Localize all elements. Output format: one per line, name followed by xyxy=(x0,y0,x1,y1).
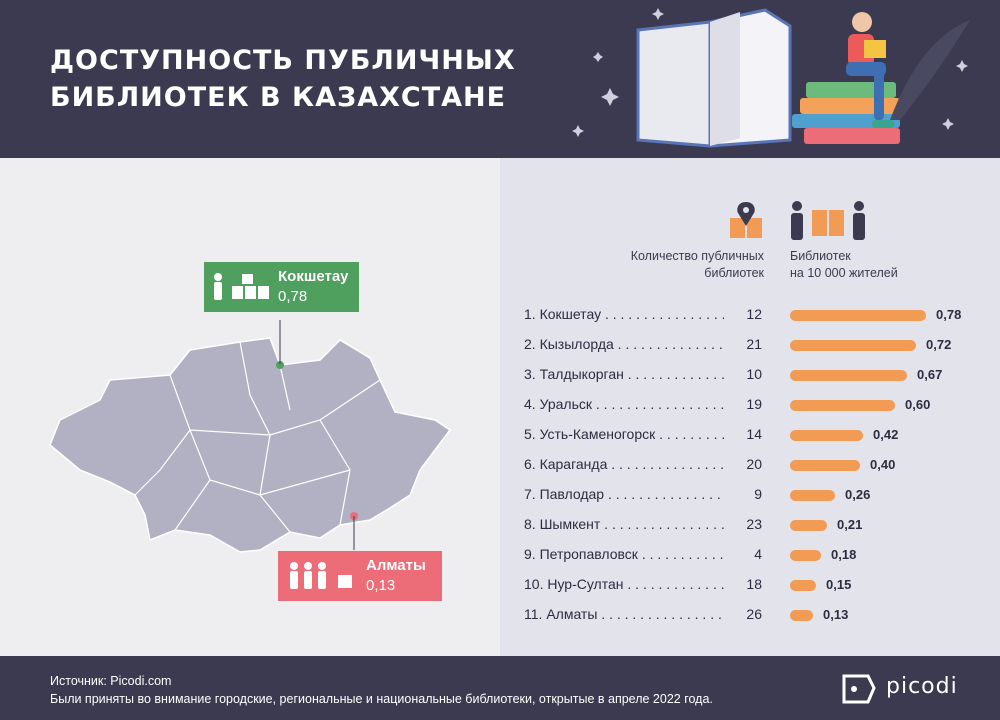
title-line-2: БИБЛИОТЕК В КАЗАХСТАНЕ xyxy=(50,82,507,113)
ratio-bar xyxy=(790,370,907,381)
ratio-bar xyxy=(790,580,816,591)
city-label: 10. Нур-Султан . . . . . . . . . . . . .… xyxy=(524,576,739,592)
ranking-row: 11. Алматы . . . . . . . . . . . . . . .… xyxy=(524,606,1000,626)
ranking-row: 1. Кокшетау . . . . . . . . . . . . . . … xyxy=(524,306,1000,326)
city-label: 1. Кокшетау . . . . . . . . . . . . . . … xyxy=(524,306,739,322)
ranking-row: 7. Павлодар . . . . . . . . . . . . . . … xyxy=(524,486,1000,506)
ratio-bar xyxy=(790,310,926,321)
library-count: 9 xyxy=(724,486,762,502)
ratio-value-label: 0,18 xyxy=(831,547,857,562)
brand-name: picodi xyxy=(886,674,958,699)
library-pin-icon xyxy=(730,202,762,238)
city-label: 3. Талдыкорган . . . . . . . . . . . . .… xyxy=(524,366,739,382)
leaf-decoration xyxy=(890,20,970,120)
ratio-value-label: 0,60 xyxy=(905,397,931,412)
library-count: 14 xyxy=(724,426,762,442)
ratio-bar xyxy=(790,550,821,561)
ranking-row: 2. Кызылорда . . . . . . . . . . . . . .… xyxy=(524,336,1000,356)
library-count: 23 xyxy=(724,516,762,532)
ratio-value-label: 0,21 xyxy=(837,517,863,532)
header-line: Количество публичных xyxy=(630,249,764,263)
city-label: 8. Шымкент . . . . . . . . . . . . . . .… xyxy=(524,516,739,532)
ranking-row: 9. Петропавловск . . . . . . . . . . . .… xyxy=(524,546,1000,566)
city-label: 4. Уральск . . . . . . . . . . . . . . .… xyxy=(524,396,739,412)
region-borders xyxy=(134,341,381,533)
city-label: 5. Усть-Каменогорск . . . . . . . . . . … xyxy=(524,426,739,442)
kokshetau-callout: Кокшетау 0,78 xyxy=(204,262,359,312)
library-count: 19 xyxy=(724,396,762,412)
people-library-icon xyxy=(791,201,865,240)
callout-city-name: Кокшетау xyxy=(278,268,349,285)
kokshetau-marker xyxy=(276,361,284,369)
library-count: 4 xyxy=(724,546,762,562)
callout-city-name: Алматы xyxy=(366,557,426,574)
person-books-icon xyxy=(214,273,269,300)
per-capita-header: Библиотек на 10 000 жителей xyxy=(790,248,950,282)
reading-illustration xyxy=(572,8,970,148)
footnote-text: Были приняты во внимание городские, реги… xyxy=(50,692,713,706)
ranking-row: 10. Нур-Султан . . . . . . . . . . . . .… xyxy=(524,576,1000,596)
city-label: 9. Петропавловск . . . . . . . . . . . .… xyxy=(524,546,739,562)
ranking-row: 6. Караганда . . . . . . . . . . . . . .… xyxy=(524,456,1000,476)
page-title: ДОСТУПНОСТЬ ПУБЛИЧНЫХ БИБЛИОТЕК В КАЗАХС… xyxy=(50,42,570,116)
header-line: на 10 000 жителей xyxy=(790,266,898,280)
ratio-value-label: 0,26 xyxy=(845,487,871,502)
header-line: Библиотек xyxy=(790,249,851,263)
ratio-value-label: 0,13 xyxy=(823,607,849,622)
ranking-row: 4. Уральск . . . . . . . . . . . . . . .… xyxy=(524,396,1000,416)
ratio-bar xyxy=(790,490,835,501)
callout-city-value: 0,13 xyxy=(366,577,396,594)
open-book-icon xyxy=(636,8,792,148)
ratio-bar xyxy=(790,520,827,531)
ranking-row: 8. Шымкент . . . . . . . . . . . . . . .… xyxy=(524,516,1000,536)
almaty-callout: Алматы 0,13 xyxy=(278,551,442,601)
picodi-logo-icon xyxy=(842,674,876,704)
star-icon xyxy=(572,8,968,137)
ratio-bar xyxy=(790,340,916,351)
ratio-bar xyxy=(790,430,863,441)
kazakhstan-map xyxy=(49,320,452,553)
reader-icon xyxy=(846,12,894,128)
library-count: 10 xyxy=(724,366,762,382)
library-count: 20 xyxy=(724,456,762,472)
library-count: 18 xyxy=(724,576,762,592)
ranking-row: 5. Усть-Каменогорск . . . . . . . . . . … xyxy=(524,426,1000,446)
source-text: Источник: Picodi.com xyxy=(50,674,172,688)
ratio-value-label: 0,42 xyxy=(873,427,899,442)
map-shape xyxy=(49,337,452,553)
ratio-bar xyxy=(790,610,813,621)
city-label: 7. Павлодар . . . . . . . . . . . . . . … xyxy=(524,486,739,502)
ratio-value-label: 0,72 xyxy=(926,337,952,352)
library-count-header: Количество публичных библиотек xyxy=(560,248,764,282)
callout-city-value: 0,78 xyxy=(278,288,308,305)
header-line: библиотек xyxy=(704,266,764,280)
library-count: 12 xyxy=(724,306,762,322)
ratio-value-label: 0,15 xyxy=(826,577,852,592)
city-label: 6. Караганда . . . . . . . . . . . . . .… xyxy=(524,456,739,472)
city-label: 2. Кызылорда . . . . . . . . . . . . . .… xyxy=(524,336,739,352)
ratio-bar xyxy=(790,460,860,471)
footer xyxy=(0,656,1000,720)
ratio-value-label: 0,78 xyxy=(936,307,962,322)
ratio-bar xyxy=(790,400,895,411)
library-count: 26 xyxy=(724,606,762,622)
library-count: 21 xyxy=(724,336,762,352)
title-line-1: ДОСТУПНОСТЬ ПУБЛИЧНЫХ xyxy=(50,45,516,76)
ratio-value-label: 0,67 xyxy=(917,367,943,382)
ratio-value-label: 0,40 xyxy=(870,457,896,472)
city-label: 11. Алматы . . . . . . . . . . . . . . .… xyxy=(524,606,739,622)
ranking-row: 3. Талдыкорган . . . . . . . . . . . . .… xyxy=(524,366,1000,386)
people-book-icon xyxy=(290,562,352,589)
